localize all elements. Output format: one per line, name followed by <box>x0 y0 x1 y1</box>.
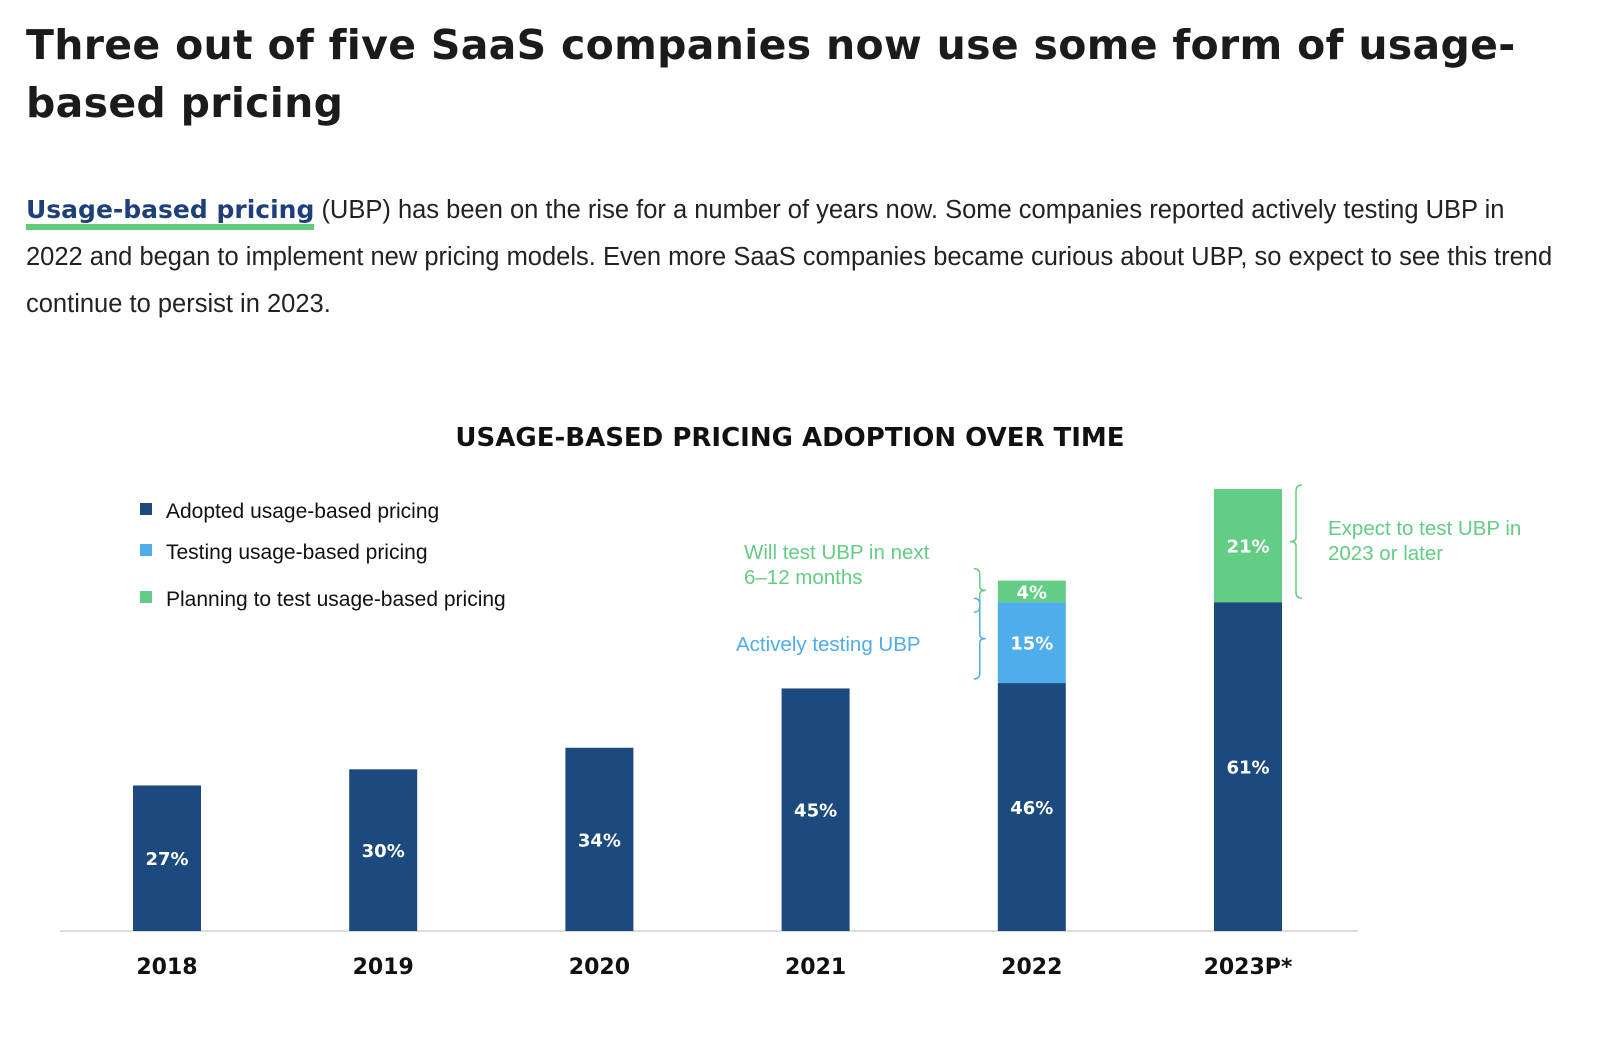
bar-segment <box>997 580 1066 603</box>
x-tick-label: 2020 <box>569 955 630 980</box>
bar-label: 45% <box>794 801 837 822</box>
bar-segment <box>565 747 634 931</box>
bar-label: 30% <box>362 841 405 862</box>
bar-segment <box>781 688 850 931</box>
annotation-bracket <box>1289 484 1303 599</box>
bar-segment <box>349 769 418 931</box>
bar-label: 34% <box>578 830 621 851</box>
bar-label: 61% <box>1226 758 1269 779</box>
legend-swatch <box>140 591 152 603</box>
bar-segment <box>133 785 201 931</box>
bar-segment <box>997 602 1066 684</box>
x-tick-label: 2023P* <box>1204 955 1293 980</box>
bar-segment <box>997 683 1066 931</box>
legend-label: Adopted usage-based pricing <box>166 500 439 523</box>
legend: Adopted usage-based pricing Testing usage… <box>140 500 506 611</box>
intro-text: (UBP) has been on the rise for a number … <box>26 196 1553 318</box>
legend-label: Planning to test usage-based pricing <box>166 588 506 611</box>
bar-label: 46% <box>1010 798 1053 819</box>
annotation-label: Actively testing UBP <box>736 633 921 656</box>
bar-label: 4% <box>1017 582 1048 603</box>
x-tick-label: 2021 <box>785 955 846 980</box>
annotations: Will test UBP in next 6–12 months Actively… <box>736 484 1521 680</box>
usage-based-pricing-link[interactable]: Usage-based pricing <box>26 195 315 230</box>
annotation-label: Will test UBP in next 6–12 months <box>744 541 930 589</box>
bars: 27% 2018 30% 2019 34% 2020 45% 2021 46% 15% 4% 2022… <box>133 489 1293 980</box>
bar-label: 15% <box>1010 634 1053 655</box>
x-tick-label: 2018 <box>136 955 197 980</box>
legend-swatch <box>140 544 152 556</box>
bar-segment <box>1214 602 1282 931</box>
annotation-bracket <box>973 597 986 680</box>
chart-title: USAGE-BASED PRICING ADOPTION OVER TIME <box>455 423 1124 453</box>
legend-swatch <box>140 503 152 515</box>
annotation-label: Expect to test UBP in 2023 or later <box>1328 517 1521 565</box>
intro-paragraph: Usage-based pricing (UBP) has been on th… <box>26 186 1556 328</box>
bar-label: 21% <box>1226 537 1269 558</box>
bar-label: 27% <box>145 849 188 870</box>
page-heading: Three out of five SaaS companies now use… <box>26 21 1516 127</box>
legend-label: Testing usage-based pricing <box>166 541 428 564</box>
x-tick-label: 2022 <box>1001 955 1062 980</box>
bar-segment <box>1214 489 1282 603</box>
x-tick-label: 2019 <box>353 955 414 980</box>
